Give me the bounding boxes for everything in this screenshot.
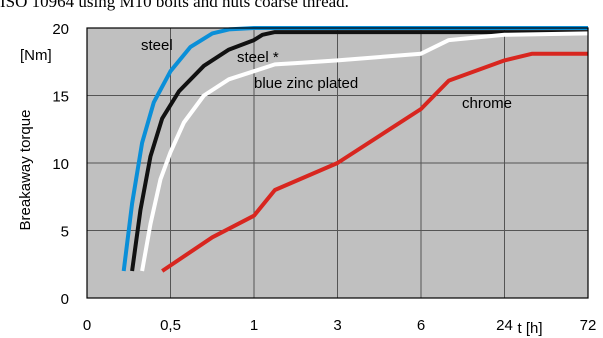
series-label: steel *	[237, 49, 279, 66]
series-label: chrome	[462, 95, 512, 112]
series-line-blue-zinc-plated	[140, 31, 589, 272]
y-tick-label: 20	[52, 21, 69, 38]
y-tick-label: 15	[52, 89, 69, 106]
series-line-steel-	[130, 30, 588, 272]
y-tick-label: 5	[61, 224, 69, 241]
x-tick-label: 1	[250, 317, 258, 334]
x-tick-label: 0,5	[160, 317, 181, 334]
x-tick-label: 72	[580, 317, 597, 334]
y-axis-unit: [Nm]	[20, 47, 52, 64]
x-tick-label: 3	[333, 317, 341, 334]
page-title: ISO 10964 using M10 bolts and nuts coars…	[0, 0, 349, 11]
series-label: steel	[141, 37, 173, 54]
x-tick-label: 0	[83, 317, 91, 334]
y-tick-label: 0	[61, 291, 69, 308]
x-tick-label: 6	[417, 317, 425, 334]
plot-frame	[86, 27, 589, 299]
y-axis-label: Breakaway torque	[17, 110, 34, 231]
series-label: blue zinc plated	[254, 75, 358, 92]
x-tick-labels: 0 0,5 1 3 6 24 72	[83, 317, 597, 334]
x-axis-unit: t [h]	[517, 320, 542, 337]
series-line-chrome	[161, 51, 588, 273]
x-tick-label: 24	[496, 317, 513, 334]
y-tick-labels: 0 5 10 15 20	[52, 21, 69, 308]
series-labels: steel steel * blue zinc plated chrome	[141, 37, 512, 112]
y-tick-label: 10	[52, 156, 69, 173]
